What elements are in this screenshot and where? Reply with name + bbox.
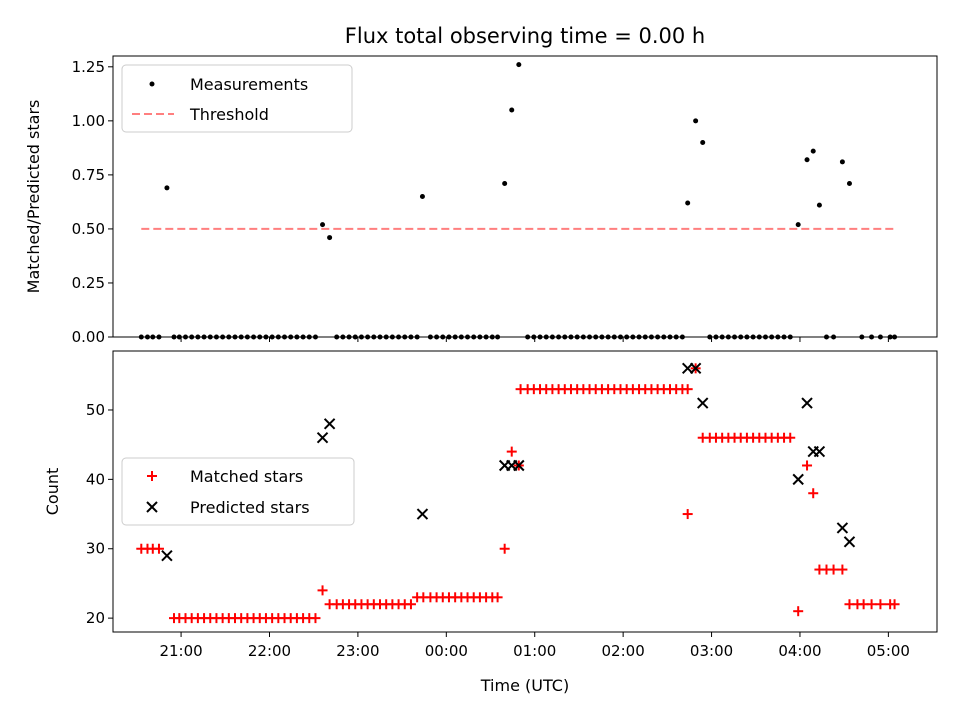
matched-star-point: [802, 460, 813, 471]
legend-predicted-label: Predicted stars: [190, 498, 310, 517]
bottom-xtick-label: 05:00: [867, 642, 910, 660]
predicted-star-point: [323, 418, 336, 430]
bottom-panel: 20 30 40 50 21:00 22:00 23:00 00:00 01:00 02:00 0…: [43, 350, 938, 695]
measurement-point: [509, 107, 515, 113]
predicted-star-point: [697, 397, 709, 409]
measurement-point: [685, 200, 691, 206]
matched-star-point: [682, 384, 693, 395]
predicted-star-point: [836, 522, 849, 534]
bottom-ytick-label: 40: [86, 470, 105, 488]
matched-star-point: [889, 599, 900, 610]
predicted-star-point: [792, 473, 804, 486]
bottom-xtick-label: 00:00: [425, 642, 468, 660]
predicted-star-point: [843, 536, 856, 548]
matched-star-point: [317, 585, 328, 596]
bottom-y-axis-label: Count: [43, 468, 62, 516]
matched-star-point: [310, 613, 321, 624]
measurement-point: [816, 202, 822, 208]
top-ytick-label: 0.75: [72, 166, 105, 184]
measurement-point: [419, 194, 425, 199]
bottom-x-axis-label: Time (UTC): [480, 676, 569, 695]
matched-star-point: [682, 509, 693, 520]
measurement-point: [804, 157, 810, 163]
measurement-point: [516, 62, 522, 68]
measurement-point: [795, 222, 801, 228]
bottom-xtick-label: 22:00: [248, 642, 291, 660]
top-ytick-label: 0.50: [72, 220, 105, 238]
matched-star-point: [785, 432, 796, 443]
measurement-point: [700, 139, 706, 145]
bottom-ytick-label: 50: [86, 401, 105, 419]
predicted-star-point: [161, 549, 173, 562]
measurement-point: [846, 181, 852, 187]
top-legend-box: [121, 64, 353, 133]
legend-threshold-label: Threshold: [189, 105, 269, 124]
measurement-point: [320, 222, 326, 228]
matched-star-point: [828, 564, 839, 575]
bottom-xtick-label: 21:00: [159, 642, 202, 660]
matched-star-point: [499, 543, 510, 554]
bottom-xtick-label: 23:00: [336, 642, 379, 660]
measurement-point: [839, 159, 845, 165]
legend-measurements-label: Measurements: [190, 75, 308, 94]
top-legend: Measurements Threshold: [121, 64, 353, 133]
matched-star-point: [492, 592, 503, 603]
bottom-xtick-label: 03:00: [690, 642, 733, 660]
measurement-point: [164, 185, 170, 191]
top-axes-frame: [112, 55, 938, 338]
bottom-axes-frame: [112, 350, 938, 633]
chart-title: Flux total observing time = 0.00 h: [345, 24, 705, 48]
predicted-star-point: [513, 459, 525, 472]
measurement-point: [327, 235, 333, 241]
bottom-xtick-label: 04:00: [778, 642, 821, 660]
predicted-star-point: [813, 445, 826, 458]
bottom-legend: Matched stars Predicted stars: [121, 457, 355, 526]
legend-measurements-marker: [149, 81, 155, 87]
top-ytick-label: 1.25: [72, 58, 105, 76]
top-ytick-label: 0.25: [72, 274, 105, 292]
measurement-point: [810, 148, 816, 154]
measurement-point: [502, 181, 508, 187]
top-ytick-label: 0.00: [72, 328, 105, 346]
matched-star-point: [837, 564, 848, 575]
top-panel: 0.00 0.25 0.50 0.75 1.00 1.25 Matched/Predict…: [24, 55, 938, 346]
predicted-star-point: [316, 432, 329, 444]
predicted-star-point: [416, 508, 429, 520]
matched-star-point: [793, 606, 804, 617]
legend-matched-marker: [147, 471, 157, 481]
legend-predicted-marker: [146, 501, 158, 513]
bottom-xtick-label: 02:00: [602, 642, 645, 660]
legend-matched-label: Matched stars: [190, 467, 303, 486]
predicted-star-point: [801, 397, 813, 409]
measurement-point: [693, 118, 699, 124]
matched-star-point: [866, 599, 877, 610]
matched-star-point: [153, 543, 164, 554]
predicted-star-point: [689, 362, 702, 375]
matched-star-point: [875, 599, 886, 610]
top-y-axis-label: Matched/Predicted stars: [24, 100, 43, 294]
matched-star-point: [506, 446, 517, 457]
bottom-ytick-label: 30: [86, 540, 105, 558]
bottom-xtick-label: 01:00: [513, 642, 556, 660]
bottom-ytick-label: 20: [86, 609, 105, 627]
bottom-legend-box: [121, 457, 355, 526]
top-ytick-label: 1.00: [72, 112, 105, 130]
matched-star-point: [405, 599, 416, 610]
matched-star-point: [808, 488, 819, 499]
